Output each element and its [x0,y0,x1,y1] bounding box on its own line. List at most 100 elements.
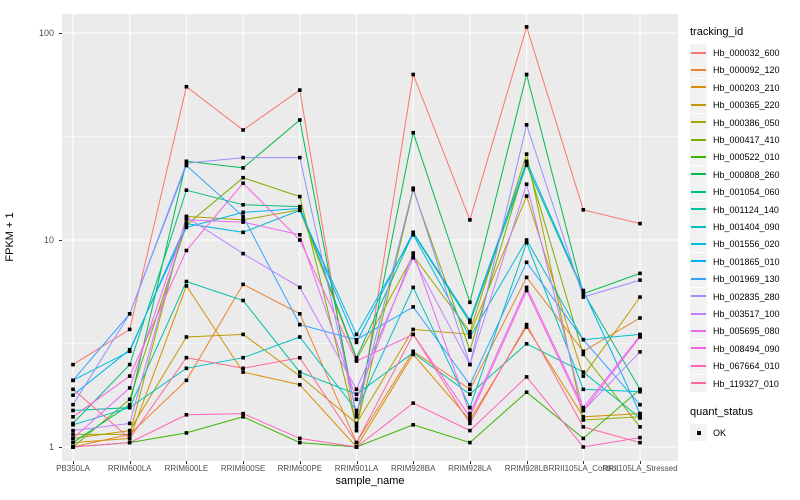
data-point [638,221,642,226]
data-point [184,284,189,288]
data-point [184,366,189,371]
y-axis-title: FPKM + 1 [4,212,16,262]
legend-key [690,357,707,375]
x-tick-label: RRII105LA_Stressed [602,464,678,473]
data-point [241,155,245,160]
data-point [354,415,359,419]
legend-key [690,113,707,131]
data-point [71,445,75,449]
data-point [241,214,245,219]
data-point [298,436,302,441]
data-point [241,332,245,337]
y-tick-label: 10 [43,235,54,245]
data-point [127,440,132,445]
legend-key-line-swatch [691,295,706,298]
legend-title-quant-status: quant_status [690,406,753,418]
x-tick-mark [583,461,585,464]
legend-key [690,252,707,270]
legend-key [690,270,707,288]
data-point [298,204,302,209]
data-point [241,411,245,416]
data-point [298,233,302,237]
data-point [354,428,359,433]
data-point [354,332,359,337]
data-point [581,415,586,419]
data-point [127,347,132,352]
data-point [298,355,302,360]
data-point [127,421,132,426]
data-point [298,382,302,387]
legend-key [690,148,707,166]
x-tick-mark [186,461,188,464]
data-point [468,300,472,305]
data-point [411,186,415,190]
legend-key [690,200,707,218]
data-point [127,386,132,390]
data-point [524,159,529,164]
data-point [581,370,586,374]
data-point [184,378,189,383]
data-point [411,401,415,405]
data-point [581,208,586,212]
data-point [184,159,189,164]
legend-item-label: Hb_001404_090 [713,222,780,232]
data-point [184,248,189,253]
data-point [298,208,302,213]
y-tick-label: 1 [48,442,54,452]
legend-item-label: Hb_000203_210 [713,82,780,93]
legend-key [690,322,707,340]
data-point [298,118,302,122]
x-tick-mark [73,461,74,464]
data-point [468,387,472,392]
data-point [71,362,75,367]
data-point [354,421,359,426]
data-point [524,260,529,265]
data-point [524,240,529,245]
data-point [241,210,245,215]
data-point [411,130,415,135]
data-point [184,161,189,165]
legend-item-label: Hb_119327_010 [713,378,779,389]
legend-key-line-swatch [691,68,706,71]
data-point [71,423,75,427]
legend-item-label: Hb_005695_080 [713,326,780,337]
legend-key-line-swatch [691,382,706,385]
legend-key-line-swatch [691,347,706,350]
legend-item-label: Hb_003517_100 [713,309,780,319]
data-point [638,350,642,354]
data-point [581,405,586,410]
data-point [71,378,75,383]
data-point [411,351,415,355]
legend-key-line-swatch [691,242,706,245]
x-axis-title: sample_name [335,475,405,487]
data-point [468,382,472,387]
data-point [468,415,472,419]
data-point [638,271,642,276]
data-point [524,152,529,156]
data-point [638,387,642,392]
data-point [71,415,75,419]
data-point [354,445,359,449]
legend-key [690,183,707,201]
x-tick-label: RRIM901LA [334,464,379,473]
data-point [354,408,359,413]
data-point [411,285,415,290]
data-point [354,337,359,342]
data-point [354,340,359,345]
data-point [184,355,189,360]
data-point [638,278,642,282]
legend-key-line-swatch [691,225,706,228]
legend-item-label: Hb_000522_010 [713,152,780,163]
data-point [524,322,529,327]
legend-item-label: Hb_001556_020 [713,239,780,250]
data-point [581,295,586,299]
x-tick-label: PB350LA [56,464,90,473]
legend-key [690,287,707,305]
data-point [184,221,189,226]
data-point [468,335,472,339]
y-tick-mark [59,240,62,241]
data-point [468,440,472,445]
data-point [524,390,529,394]
data-point [71,436,75,441]
legend-key-line-swatch [691,138,706,141]
